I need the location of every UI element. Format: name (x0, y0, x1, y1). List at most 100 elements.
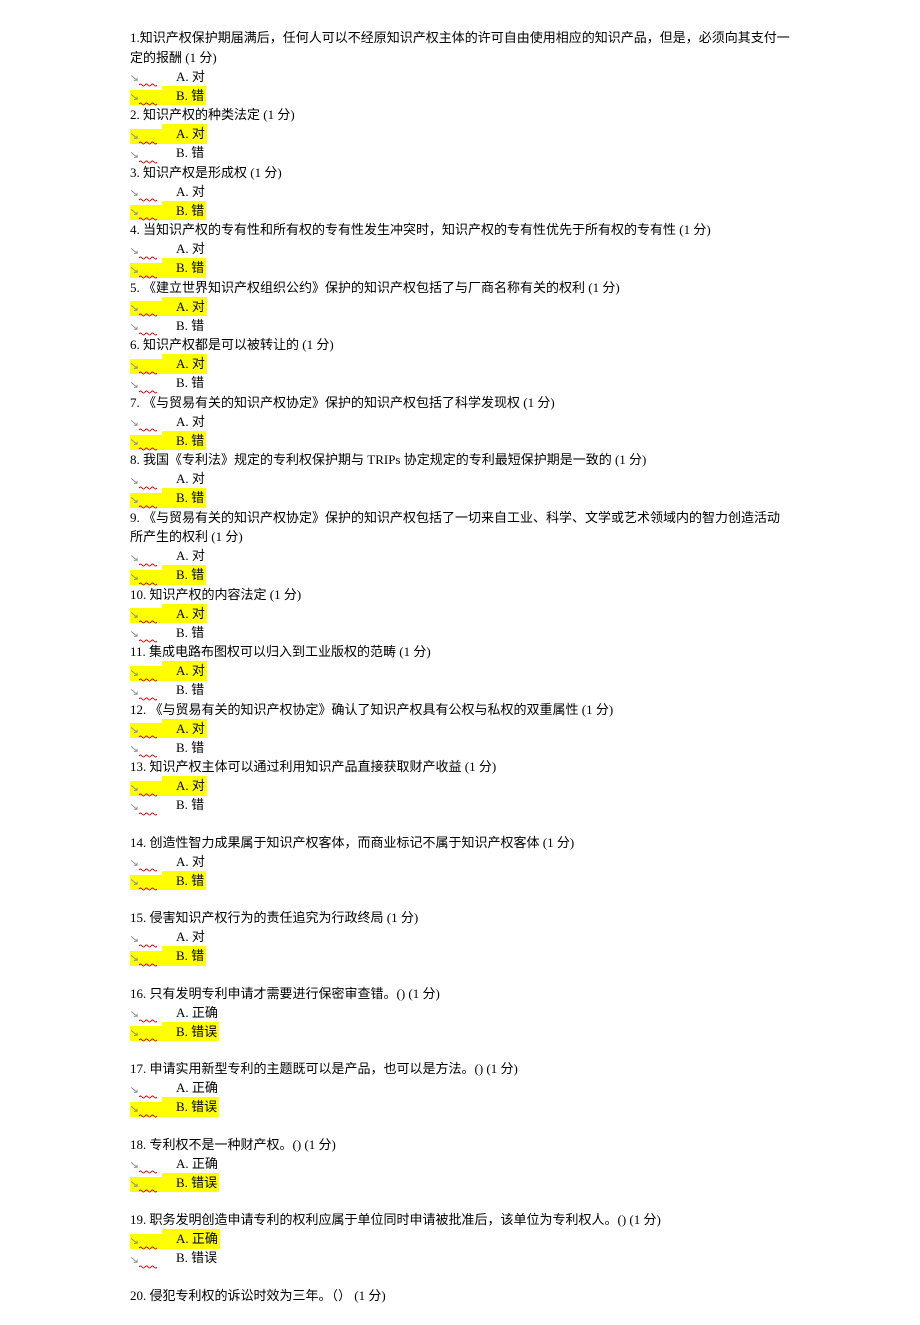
question-text: 15. 侵害知识产权行为的责任追究为行政终局 (1 分) (130, 908, 790, 928)
option-marker-icon: ↘ (130, 608, 162, 623)
option-label: A. 对 (162, 604, 207, 624)
option-row: ↘B. 错 (130, 489, 790, 508)
option-label: B. 错 (162, 488, 206, 508)
option-marker-icon: ↘ (130, 378, 162, 393)
option-marker-icon: ↘ (130, 1177, 162, 1192)
arrow-icon: ↘ (129, 378, 139, 393)
option-marker-icon: ↘ (130, 723, 162, 738)
question-text: 13. 知识产权主体可以通过利用知识产品直接获取财产收益 (1 分) (130, 757, 790, 777)
option-label: B. 错误 (162, 1248, 219, 1268)
arrow-icon: ↘ (129, 627, 139, 642)
question-block: 20. 侵犯专利权的诉讼时效为三年。（） (1 分) (130, 1286, 790, 1306)
arrow-icon: ↘ (129, 474, 139, 489)
option-label: B. 错 (162, 623, 206, 643)
option-row: ↘B. 错 (130, 201, 790, 220)
arrow-icon: ↘ (129, 320, 139, 335)
arrow-icon: ↘ (129, 1083, 139, 1098)
arrow-icon: ↘ (129, 723, 139, 738)
question-block: 18. 专利权不是一种财产权。() (1 分)↘A. 正确↘B. 错误 (130, 1135, 790, 1193)
option-row: ↘B. 错 (130, 374, 790, 393)
option-label: A. 对 (162, 776, 207, 796)
arrow-icon: ↘ (129, 129, 139, 144)
squiggle-icon (139, 217, 157, 219)
question-text: 10. 知识产权的内容法定 (1 分) (130, 585, 790, 605)
option-label: A. 正确 (162, 1229, 220, 1249)
option-marker-icon: ↘ (130, 1234, 162, 1249)
squiggle-icon (139, 332, 157, 334)
option-label: A. 正确 (162, 1154, 220, 1174)
squiggle-icon (139, 102, 157, 104)
option-marker-icon: ↘ (130, 742, 162, 757)
option-label: B. 错误 (162, 1173, 219, 1193)
question-text: 7. 《与贸易有关的知识产权协定》保护的知识产权包括了科学发现权 (1 分) (130, 393, 790, 413)
question-block: 9. 《与贸易有关的知识产权协定》保护的知识产权包括了一切来自工业、科学、文学或… (130, 508, 790, 585)
option-marker-icon: ↘ (130, 474, 162, 489)
option-row: ↘ B. 错 (130, 623, 790, 642)
option-label: A. 对 (162, 297, 207, 317)
question-block: 15. 侵害知识产权行为的责任追究为行政终局 (1 分)↘A. 对↘B. 错 (130, 908, 790, 966)
question-text: 14. 创造性智力成果属于知识产权客体，而商业标记不属于知识产权客体 (1 分) (130, 833, 790, 853)
option-marker-icon: ↘ (130, 493, 162, 508)
option-row: ↘B. 错 (130, 144, 790, 163)
question-text: 2. 知识产权的种类法定 (1 分) (130, 105, 790, 125)
arrow-icon: ↘ (129, 186, 139, 201)
question-text: 16. 只有发明专利申请才需要进行保密审查错。() (1 分) (130, 984, 790, 1004)
question-text: 5. 《建立世界知识产权组织公约》保护的知识产权包括了与厂商名称有关的权利 (1… (130, 278, 790, 298)
squiggle-icon (139, 620, 157, 622)
arrow-icon: ↘ (129, 244, 139, 259)
question-block: 19. 职务发明创造申请专利的权利应属于单位同时申请被批准后，该单位为专利权人。… (130, 1210, 790, 1268)
option-marker-icon: ↘ (130, 435, 162, 450)
squiggle-icon (139, 1095, 157, 1097)
option-marker-icon: ↘ (130, 666, 162, 681)
arrow-icon: ↘ (129, 551, 139, 566)
option-label: B. 错 (162, 565, 206, 585)
squiggle-icon (139, 371, 157, 373)
question-text: 19. 职务发明创造申请专利的权利应属于单位同时申请被批准后，该单位为专利权人。… (130, 1210, 790, 1230)
question-block: 6. 知识产权都是可以被转让的 (1 分)↘A. 对↘B. 错 (130, 335, 790, 393)
option-label: A. 对 (162, 927, 207, 947)
squiggle-icon (139, 868, 157, 870)
option-label: A. 对 (162, 719, 207, 739)
option-label: B. 错 (162, 201, 206, 221)
option-row: ↘ A. 对 (130, 604, 790, 623)
question-block: 17. 申请实用新型专利的主题既可以是产品，也可以是方法。() (1 分)↘A.… (130, 1059, 790, 1117)
option-row: ↘A. 对 (130, 182, 790, 201)
option-row: ↘A. 对 (130, 777, 790, 796)
option-marker-icon: ↘ (130, 1253, 162, 1268)
question-block: 7. 《与贸易有关的知识产权协定》保护的知识产权包括了科学发现权 (1 分)↘A… (130, 393, 790, 451)
option-label: B. 错 (162, 431, 206, 451)
option-marker-icon: ↘ (130, 71, 162, 86)
arrow-icon: ↘ (129, 608, 139, 623)
option-row: ↘ B. 错误 (130, 1173, 790, 1192)
option-row: ↘A. 对 (130, 297, 790, 316)
option-label: A. 对 (162, 354, 207, 374)
option-label: B. 错 (162, 143, 206, 163)
option-marker-icon: ↘ (130, 932, 162, 947)
option-label: B. 错 (162, 795, 206, 815)
arrow-icon: ↘ (129, 1177, 139, 1192)
spacer (130, 815, 790, 833)
squiggle-icon (139, 275, 157, 277)
squiggle-icon (139, 944, 157, 946)
squiggle-icon (139, 160, 157, 162)
option-row: ↘A. 对 (130, 470, 790, 489)
squiggle-icon (139, 1246, 157, 1248)
arrow-icon: ↘ (129, 570, 139, 585)
option-row: ↘A. 正确 (130, 1154, 790, 1173)
squiggle-icon (139, 1189, 157, 1191)
spacer (130, 966, 790, 984)
question-text: 9. 《与贸易有关的知识产权协定》保护的知识产权包括了一切来自工业、科学、文学或… (130, 508, 790, 547)
squiggle-icon (139, 563, 157, 565)
option-row: ↘B. 错误 (130, 1249, 790, 1268)
option-row: ↘A. 正确 (130, 1230, 790, 1249)
option-row: ↘B. 错 (130, 796, 790, 815)
question-text: 1.知识产权保护期届满后，任何人可以不经原知识产权主体的许可自由使用相应的知识产… (130, 28, 790, 67)
option-marker-icon: ↘ (130, 800, 162, 815)
option-label: A. 正确 (162, 1003, 220, 1023)
option-row: ↘A. 对 (130, 412, 790, 431)
question-block: 3. 知识产权是形成权 (1 分)↘A. 对↘B. 错 (130, 163, 790, 221)
arrow-icon: ↘ (129, 742, 139, 757)
arrow-icon: ↘ (129, 875, 139, 890)
option-label: B. 错误 (162, 1022, 219, 1042)
squiggle-icon (139, 1170, 157, 1172)
